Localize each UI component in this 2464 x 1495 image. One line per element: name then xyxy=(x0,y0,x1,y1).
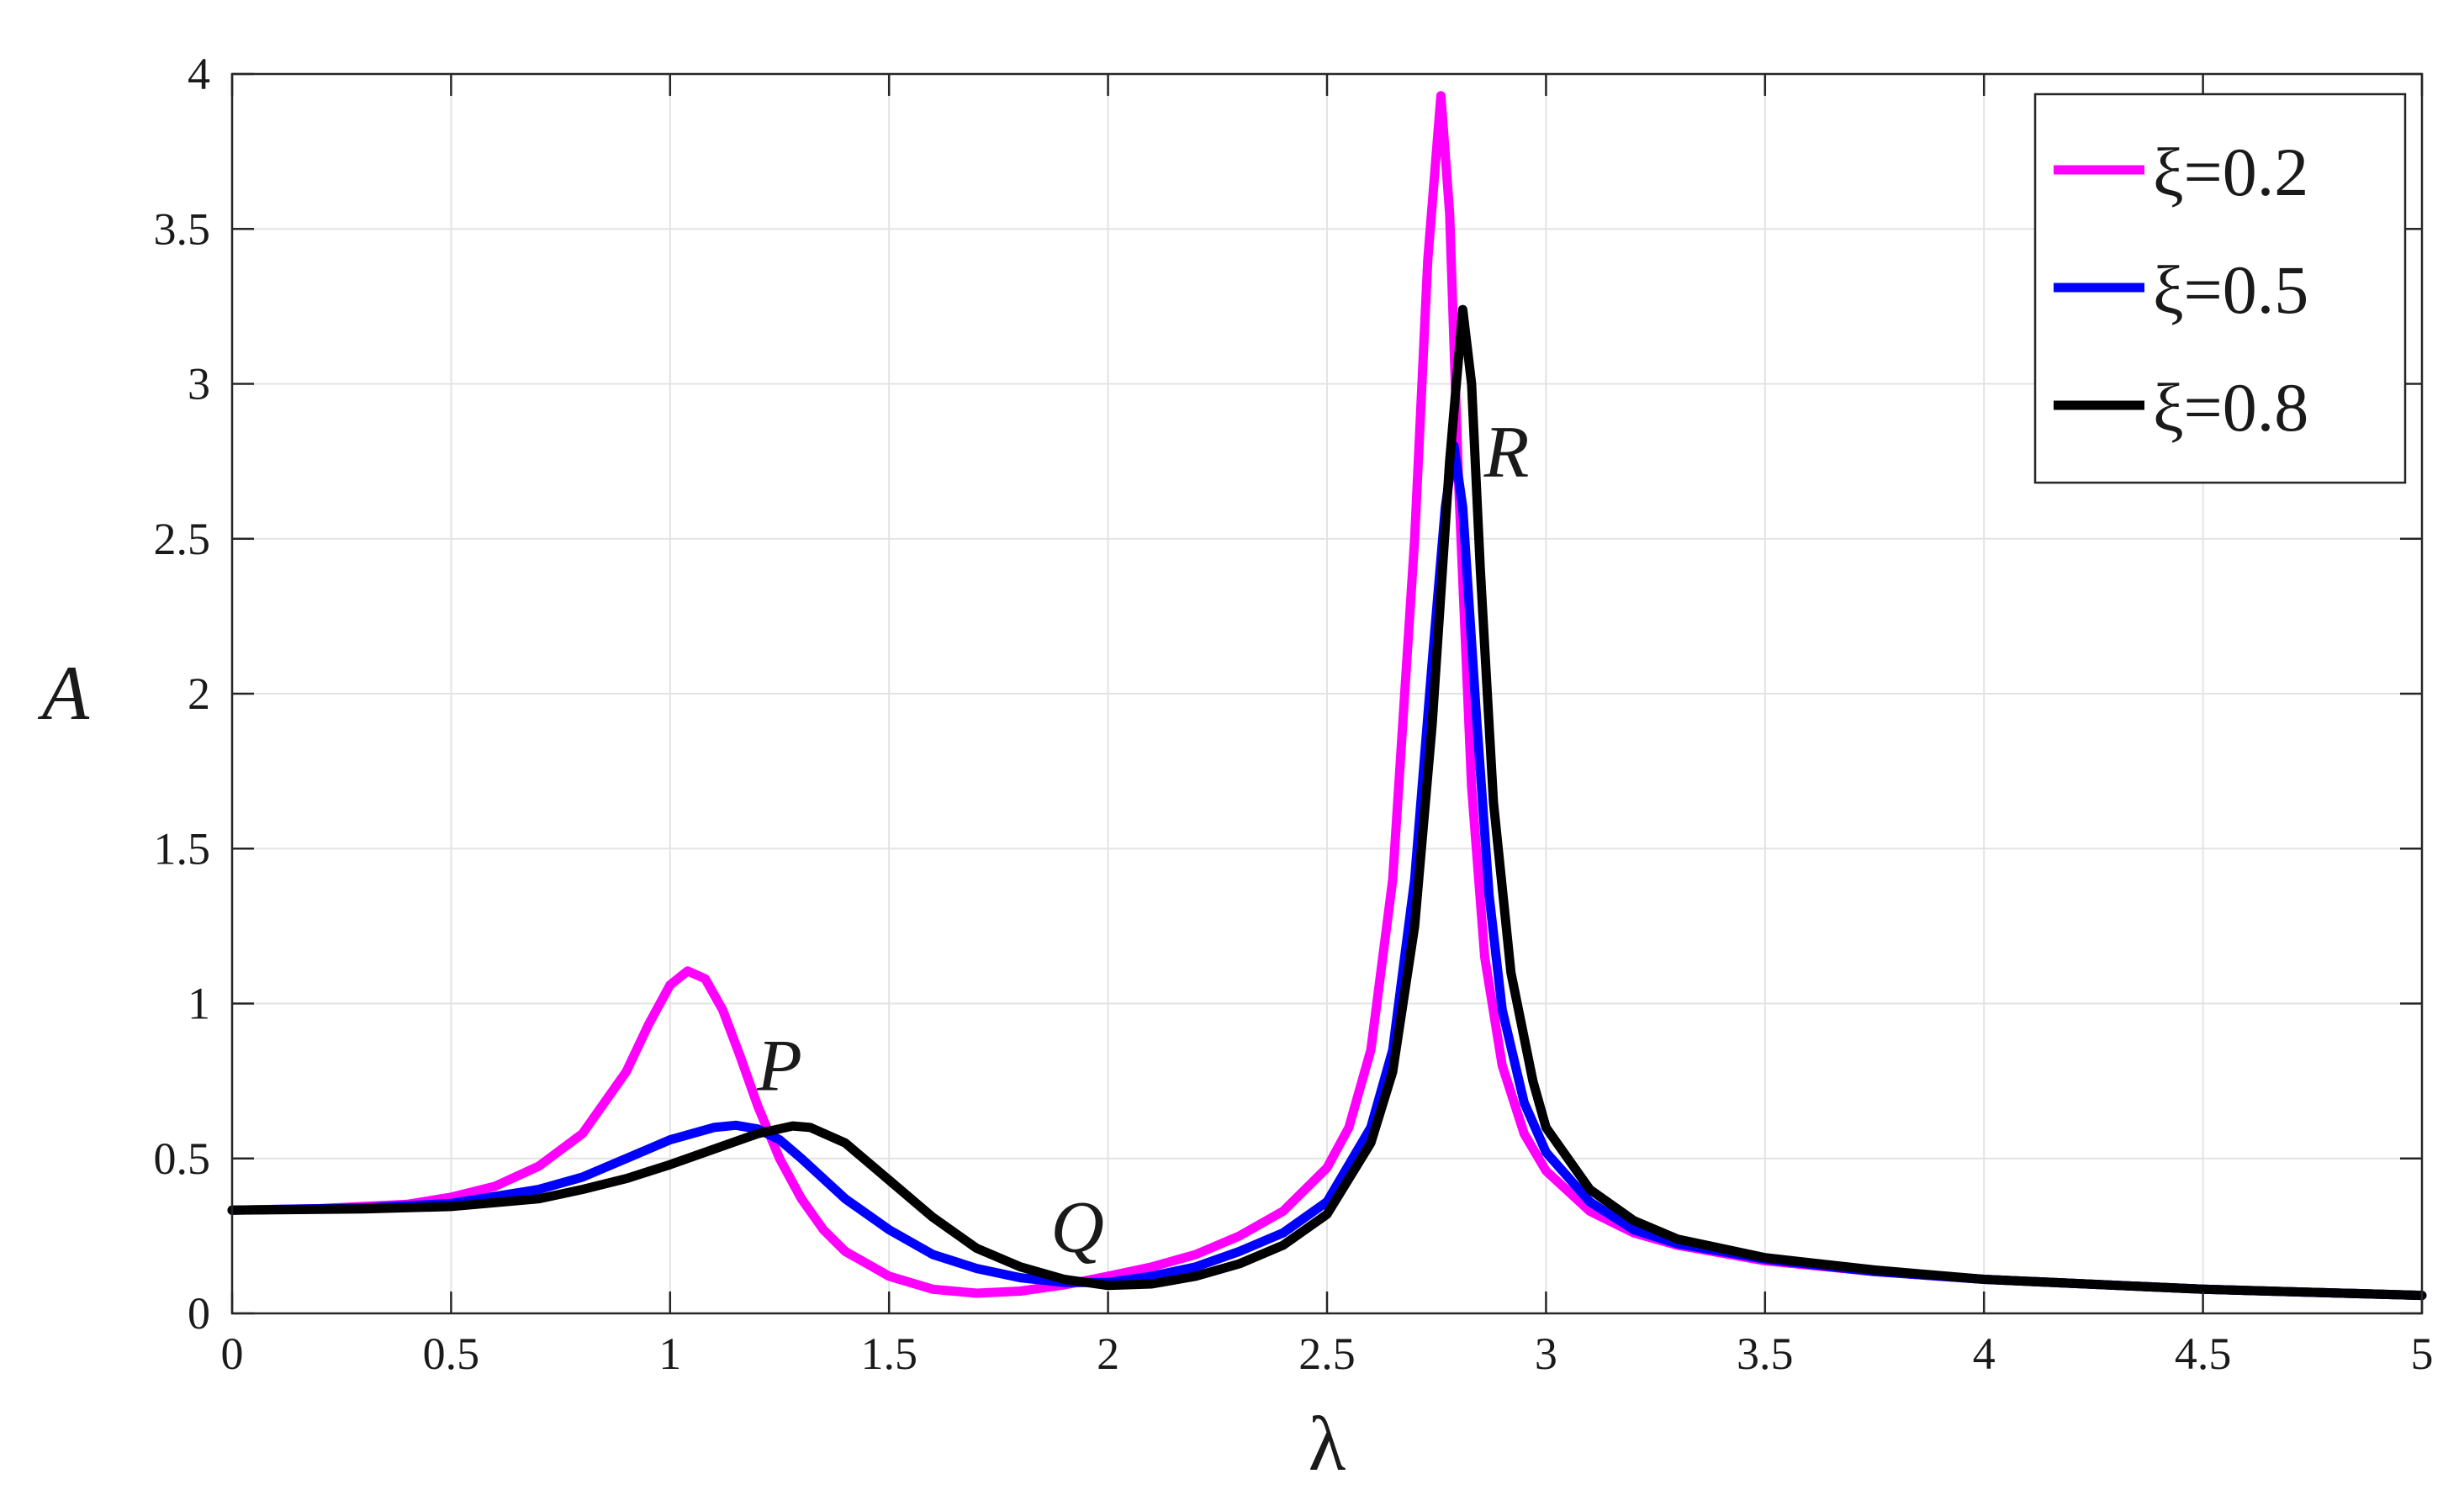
x-tick-label: 0.5 xyxy=(423,1329,480,1379)
y-tick-label: 3 xyxy=(188,359,210,409)
y-tick-label: 1.5 xyxy=(154,823,211,874)
plot-frame xyxy=(230,72,2424,1315)
x-tick-label: 0 xyxy=(221,1329,244,1379)
x-tick-label: 2 xyxy=(1097,1329,1119,1379)
annotation-q: Q xyxy=(1050,1186,1104,1268)
x-tick-label: 5 xyxy=(2411,1329,2434,1379)
x-tick-label: 4.5 xyxy=(2175,1329,2232,1379)
x-tick-label: 1.5 xyxy=(860,1329,917,1379)
y-axis-label: A xyxy=(37,650,90,736)
annotation-r: R xyxy=(1483,412,1530,494)
x-axis-label: λ xyxy=(1309,1401,1346,1487)
y-tick-label: 0 xyxy=(188,1288,210,1339)
y-tick-label: 4 xyxy=(188,49,210,99)
x-tick-label: 3 xyxy=(1535,1329,1557,1379)
series-line-1 xyxy=(227,91,2427,1301)
series-line-3 xyxy=(227,304,2427,1301)
x-tick-label: 2.5 xyxy=(1298,1329,1356,1379)
y-tick-label: 1 xyxy=(188,979,210,1029)
legend-label-2: ξ=0.5 xyxy=(2153,251,2308,328)
legend-label-1: ξ=0.2 xyxy=(2153,134,2308,210)
tick-labels: 0 0.5 1 1.5 2 2.5 3 3.5 4 4.5 5 0 0.5 1 1.5 2 2.5 3 3.5 4 xyxy=(154,49,2434,1379)
x-tick-label: 3.5 xyxy=(1737,1329,1794,1379)
legend: ξ=0.2 ξ=0.5 ξ=0.8 xyxy=(2033,92,2407,484)
y-tick-label: 2 xyxy=(188,668,210,719)
x-tick-label: 4 xyxy=(1973,1329,1996,1379)
y-tick-label: 2.5 xyxy=(154,514,211,564)
series-lines xyxy=(227,91,2427,1301)
legend-label-3: ξ=0.8 xyxy=(2153,369,2308,446)
series-line-2 xyxy=(227,441,2427,1301)
y-tick-label: 3.5 xyxy=(154,203,211,254)
annotation-p: P xyxy=(756,1026,802,1107)
y-tick-label: 0.5 xyxy=(154,1133,211,1184)
annotations: P Q R xyxy=(756,412,1529,1268)
x-tick-label: 1 xyxy=(658,1329,681,1379)
